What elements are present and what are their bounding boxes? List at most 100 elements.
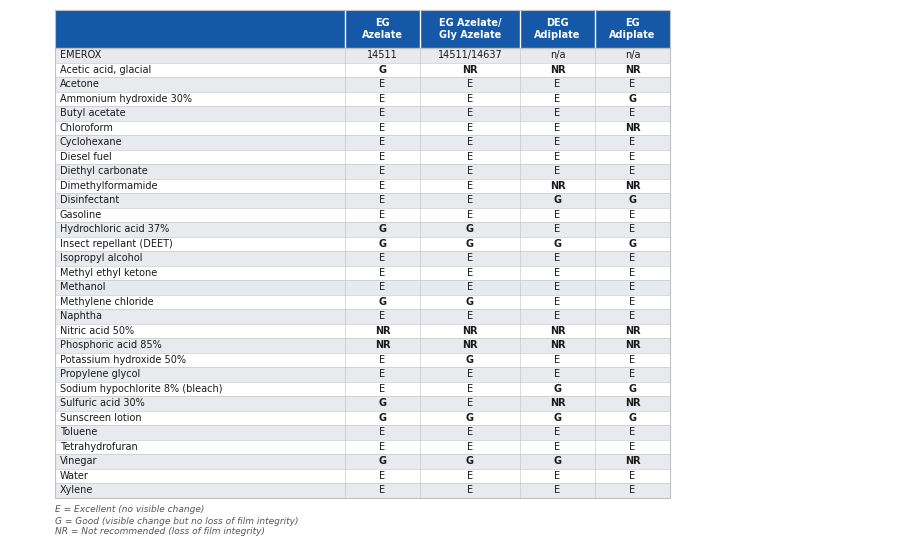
Text: NR: NR bbox=[625, 456, 640, 466]
Text: G: G bbox=[554, 195, 562, 205]
Bar bbox=[420, 207, 520, 222]
Bar bbox=[520, 454, 595, 469]
Bar bbox=[595, 179, 670, 193]
Bar bbox=[345, 222, 420, 236]
Bar bbox=[520, 135, 595, 150]
Text: E: E bbox=[380, 195, 385, 205]
Text: NR: NR bbox=[625, 398, 640, 408]
Text: Chloroform: Chloroform bbox=[60, 123, 114, 133]
Bar bbox=[55, 309, 345, 323]
Text: E: E bbox=[629, 427, 635, 437]
Text: E: E bbox=[629, 282, 635, 292]
Text: E: E bbox=[554, 355, 561, 365]
Text: E: E bbox=[629, 166, 635, 176]
Text: E: E bbox=[629, 224, 635, 234]
Bar bbox=[595, 338, 670, 353]
Text: NR: NR bbox=[550, 181, 565, 191]
Text: EG
Azelate: EG Azelate bbox=[362, 18, 403, 40]
Text: E: E bbox=[467, 311, 473, 321]
Text: n/a: n/a bbox=[550, 50, 565, 60]
Bar bbox=[345, 280, 420, 294]
Bar bbox=[345, 91, 420, 106]
Bar bbox=[345, 439, 420, 454]
Bar bbox=[345, 77, 420, 91]
Bar bbox=[595, 483, 670, 498]
Text: E: E bbox=[467, 123, 473, 133]
Text: n/a: n/a bbox=[625, 50, 640, 60]
Text: NR = Not recommended (loss of film integrity): NR = Not recommended (loss of film integ… bbox=[55, 527, 265, 536]
Bar bbox=[520, 367, 595, 382]
Bar bbox=[520, 48, 595, 63]
Text: G: G bbox=[466, 412, 474, 423]
Text: Sodium hypochlorite 8% (bleach): Sodium hypochlorite 8% (bleach) bbox=[60, 384, 222, 394]
Bar bbox=[345, 207, 420, 222]
Bar bbox=[55, 207, 345, 222]
Bar bbox=[595, 135, 670, 150]
Bar bbox=[420, 63, 520, 77]
Text: E: E bbox=[380, 427, 385, 437]
Bar bbox=[345, 150, 420, 164]
Bar bbox=[420, 10, 520, 48]
Bar bbox=[520, 410, 595, 425]
Text: Methyl ethyl ketone: Methyl ethyl ketone bbox=[60, 268, 158, 278]
Text: Diethyl carbonate: Diethyl carbonate bbox=[60, 166, 148, 176]
Bar bbox=[55, 77, 345, 91]
Bar bbox=[520, 77, 595, 91]
Bar bbox=[595, 425, 670, 439]
Text: E: E bbox=[554, 152, 561, 162]
Bar bbox=[55, 280, 345, 294]
Bar bbox=[55, 135, 345, 150]
Bar bbox=[345, 367, 420, 382]
Bar bbox=[55, 164, 345, 179]
Bar bbox=[595, 410, 670, 425]
Bar bbox=[345, 251, 420, 266]
Text: Propylene glycol: Propylene glycol bbox=[60, 369, 140, 379]
Bar bbox=[345, 469, 420, 483]
Bar bbox=[420, 323, 520, 338]
Bar bbox=[520, 469, 595, 483]
Text: E = Excellent (no visible change): E = Excellent (no visible change) bbox=[55, 505, 204, 514]
Bar bbox=[55, 10, 345, 48]
Text: G: G bbox=[379, 224, 386, 234]
Bar bbox=[420, 367, 520, 382]
Text: E: E bbox=[629, 79, 635, 89]
Bar bbox=[520, 382, 595, 396]
Text: E: E bbox=[629, 369, 635, 379]
Text: E: E bbox=[629, 138, 635, 147]
Text: G: G bbox=[554, 239, 562, 249]
Bar bbox=[55, 410, 345, 425]
Bar bbox=[595, 222, 670, 236]
Bar bbox=[520, 425, 595, 439]
Bar bbox=[420, 396, 520, 410]
Text: EMEROX: EMEROX bbox=[60, 50, 101, 60]
Bar bbox=[595, 106, 670, 120]
Bar bbox=[595, 323, 670, 338]
Bar bbox=[420, 164, 520, 179]
Bar bbox=[420, 469, 520, 483]
Text: NR: NR bbox=[463, 340, 478, 350]
Bar bbox=[55, 251, 345, 266]
Bar bbox=[420, 382, 520, 396]
Text: E: E bbox=[554, 297, 561, 307]
Text: E: E bbox=[380, 210, 385, 220]
Text: G: G bbox=[628, 195, 636, 205]
Bar bbox=[345, 483, 420, 498]
Text: NR: NR bbox=[550, 326, 565, 336]
Text: E: E bbox=[380, 108, 385, 118]
Bar bbox=[55, 266, 345, 280]
Bar bbox=[55, 483, 345, 498]
Text: 14511: 14511 bbox=[367, 50, 398, 60]
Bar bbox=[595, 294, 670, 309]
Text: E: E bbox=[629, 108, 635, 118]
Text: G: G bbox=[379, 412, 386, 423]
Bar bbox=[345, 454, 420, 469]
Text: Sunscreen lotion: Sunscreen lotion bbox=[60, 412, 141, 423]
Text: E: E bbox=[380, 79, 385, 89]
Text: E: E bbox=[467, 166, 473, 176]
Bar bbox=[55, 454, 345, 469]
Text: E: E bbox=[467, 384, 473, 394]
Bar bbox=[420, 280, 520, 294]
Text: E: E bbox=[554, 268, 561, 278]
Bar bbox=[420, 193, 520, 207]
Text: G: G bbox=[628, 239, 636, 249]
